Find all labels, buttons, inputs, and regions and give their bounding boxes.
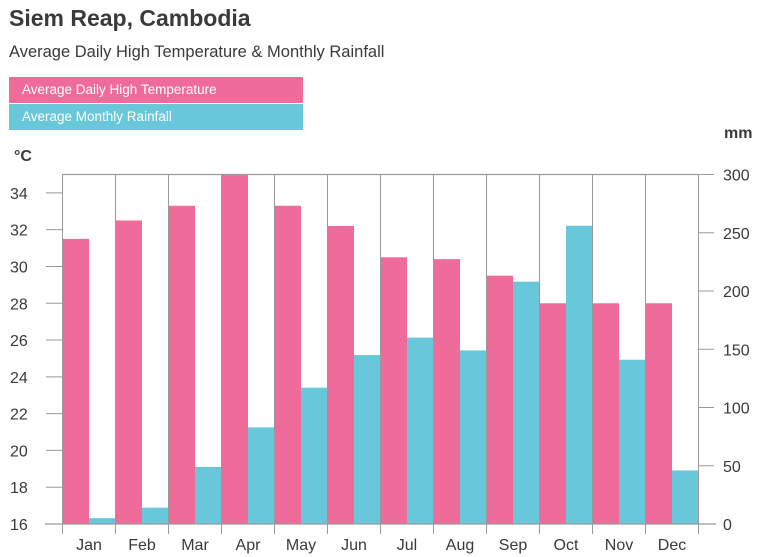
bar-temperature-feb: [115, 220, 142, 524]
bar-temperature-oct: [539, 303, 566, 524]
left-axis-unit: °C: [14, 148, 32, 165]
right-tick-label: 100: [723, 401, 750, 418]
right-axis-unit: mm: [724, 125, 752, 142]
right-tick-label: 50: [723, 459, 741, 476]
bar-rainfall-aug: [460, 350, 487, 524]
bar-rainfall-mar: [195, 466, 222, 524]
bar-rainfall-sep: [513, 281, 540, 524]
chart-subtitle: Average Daily High Temperature & Monthly…: [9, 43, 385, 61]
bar-temperature-sep: [486, 275, 513, 524]
left-tick-label: 16: [10, 517, 28, 534]
legend-temperature: Average Daily High Temperature: [9, 77, 303, 103]
left-tick-label: 22: [10, 407, 28, 424]
bar-rainfall-nov: [619, 359, 646, 524]
x-tick-label: Apr: [236, 537, 262, 554]
bar-temperature-may: [274, 205, 301, 524]
bar-rainfall-may: [301, 387, 328, 524]
x-tick-label: Mar: [181, 537, 209, 554]
x-tick-label: Jun: [341, 537, 367, 554]
x-tick-label: Jul: [397, 537, 417, 554]
right-tick-label: 150: [723, 342, 750, 359]
bar-temperature-aug: [433, 259, 460, 524]
bar-temperature-jan: [62, 238, 89, 524]
bar-temperature-mar: [168, 205, 195, 524]
right-tick-label: 0: [723, 517, 732, 534]
left-tick-label: 34: [10, 186, 28, 203]
bar-rainfall-oct: [566, 225, 593, 524]
right-tick-label: 300: [723, 168, 750, 185]
chart-title: Siem Reap, Cambodia: [9, 5, 251, 31]
right-tick-label: 200: [723, 284, 750, 301]
x-tick-label: May: [286, 537, 316, 554]
left-tick-label: 20: [10, 443, 28, 460]
bar-rainfall-apr: [248, 427, 275, 524]
bar-temperature-nov: [592, 303, 619, 524]
x-tick-label: Sep: [499, 537, 528, 554]
left-tick-label: 30: [10, 259, 28, 276]
x-tick-label: Feb: [128, 537, 156, 554]
bar-rainfall-feb: [142, 507, 169, 524]
left-tick-label: 24: [10, 370, 28, 387]
bar-temperature-apr: [221, 174, 248, 524]
left-tick-label: 32: [10, 223, 28, 240]
legend-rainfall: Average Monthly Rainfall: [9, 104, 303, 130]
bar-rainfall-jan: [89, 518, 116, 524]
x-tick-label: Aug: [446, 537, 474, 554]
left-tick-label: 26: [10, 333, 28, 350]
bar-rainfall-dec: [672, 470, 699, 524]
right-tick-label: 250: [723, 226, 750, 243]
left-tick-label: 18: [10, 480, 28, 497]
bar-rainfall-jul: [407, 337, 434, 524]
bar-temperature-dec: [645, 303, 672, 524]
bar-temperature-jul: [380, 257, 407, 524]
bar-rainfall-jun: [354, 355, 381, 524]
x-tick-label: Dec: [658, 537, 686, 554]
x-tick-label: Nov: [605, 537, 633, 554]
x-tick-label: Jan: [76, 537, 102, 554]
x-tick-label: Oct: [554, 537, 579, 554]
bar-temperature-jun: [327, 226, 354, 525]
left-tick-label: 28: [10, 296, 28, 313]
